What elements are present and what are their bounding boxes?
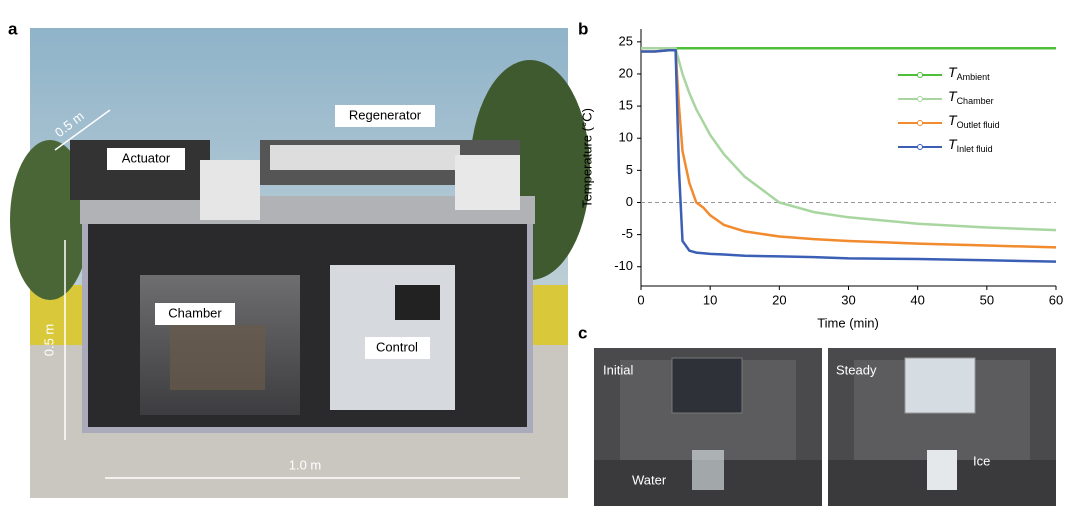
legend-subscript: Outlet fluid xyxy=(957,120,1000,130)
photo-a: Actuator Regenerator Chamber Control 0.5… xyxy=(10,28,590,498)
annotation: Actuator xyxy=(122,150,171,165)
legend-marker xyxy=(917,144,923,150)
x-tick-label: 50 xyxy=(980,292,994,307)
annotation: 0.5 m xyxy=(41,324,56,357)
annotation: Regenerator xyxy=(349,107,422,122)
data-line xyxy=(641,47,1057,232)
legend-marker xyxy=(917,72,923,78)
photo-label: Steady xyxy=(836,362,877,377)
y-tick-label: 5 xyxy=(626,162,633,177)
legend-name: T xyxy=(948,88,958,104)
annotation: 1.0 m xyxy=(289,457,322,472)
legend-name: T xyxy=(948,136,958,152)
x-tick-label: 30 xyxy=(841,292,855,307)
legend-subscript: Inlet fluid xyxy=(957,144,993,154)
panel-label: a xyxy=(8,19,18,38)
y-axis-label: Temperature (°C) xyxy=(579,108,594,208)
y-tick-label: 0 xyxy=(626,194,633,209)
x-tick-label: 0 xyxy=(637,292,644,307)
photo-c: Initial Water Steady Ice xyxy=(594,348,1056,506)
photo-label: Water xyxy=(632,472,667,487)
legend-label: TAmbient xyxy=(948,64,990,83)
panel-label: b xyxy=(578,19,588,38)
y-tick-label: 15 xyxy=(619,98,633,113)
data-line xyxy=(641,48,1057,263)
legend-label: TOutlet fluid xyxy=(948,112,1000,131)
panel-label: c xyxy=(578,323,587,342)
x-tick-label: 10 xyxy=(703,292,717,307)
legend-marker xyxy=(917,96,923,102)
annotation: Control xyxy=(376,339,418,354)
legend-marker xyxy=(917,120,923,126)
legend-label: TChamber xyxy=(948,88,994,107)
y-tick-label: 10 xyxy=(619,130,633,145)
y-tick-label: 20 xyxy=(619,65,633,80)
legend-label: TInlet fluid xyxy=(948,136,993,155)
legend-name: T xyxy=(948,64,958,80)
annotation: Chamber xyxy=(168,305,222,320)
y-tick-label: 25 xyxy=(619,33,633,48)
legend-subscript: Ambient xyxy=(957,72,991,82)
x-tick-label: 60 xyxy=(1049,292,1063,307)
photo-label: Ice xyxy=(973,453,990,468)
legend-subscript: Chamber xyxy=(957,96,994,106)
photo-label: Initial xyxy=(603,362,633,377)
y-tick-label: -10 xyxy=(614,258,633,273)
y-tick-label: -5 xyxy=(621,226,633,241)
legend-name: T xyxy=(948,112,958,128)
x-axis-label: Time (min) xyxy=(817,315,879,330)
x-tick-label: 40 xyxy=(910,292,924,307)
x-tick-label: 20 xyxy=(772,292,786,307)
